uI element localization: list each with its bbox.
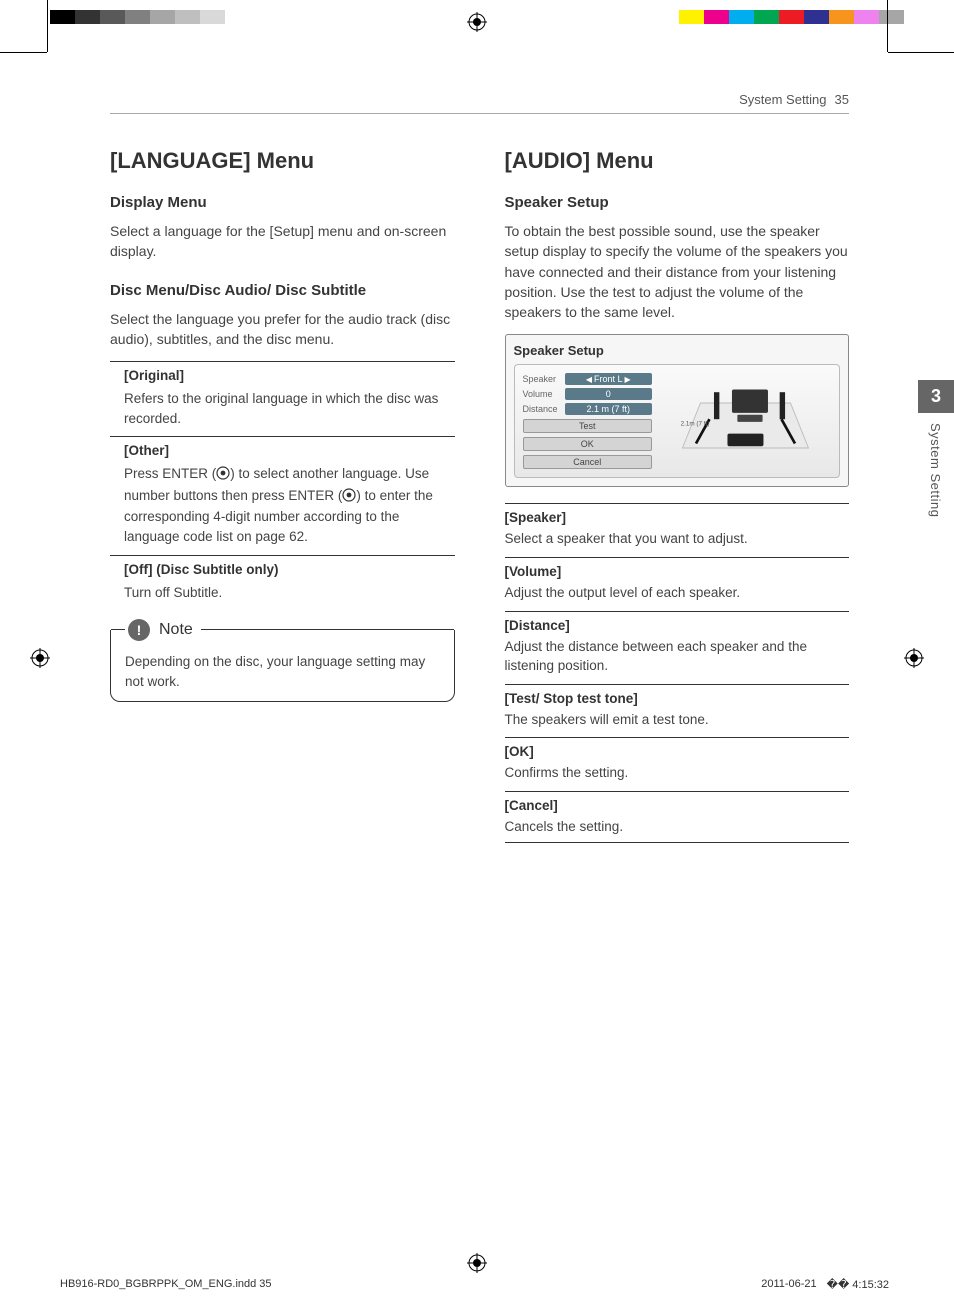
crop-mark xyxy=(0,52,47,53)
audio-option-distance: [Distance] Adjust the distance between e… xyxy=(505,611,850,676)
audio-option-volume: [Volume] Adjust the output level of each… xyxy=(505,557,850,603)
crop-mark xyxy=(47,0,48,52)
option-title: [Speaker] xyxy=(505,510,850,525)
speaker-row-value: ◀Front L▶ xyxy=(565,373,653,385)
speaker-row-label: Speaker xyxy=(523,374,561,384)
colorbar-left xyxy=(50,10,250,30)
volume-row-label: Volume xyxy=(523,389,561,399)
distance-row-label: Distance xyxy=(523,404,561,414)
option-original-title: [Original] xyxy=(124,368,455,383)
ok-button: OK xyxy=(523,437,653,451)
distance-row-value: 2.1 m (7 ft) xyxy=(565,403,653,415)
option-text: Adjust the distance between each speaker… xyxy=(505,637,850,676)
colorbar-right xyxy=(679,10,904,30)
page-content: System Setting 35 [LANGUAGE] Menu Displa… xyxy=(50,52,884,1255)
option-original-text: Refers to the original language in which… xyxy=(124,389,455,428)
divider xyxy=(505,842,850,843)
option-title: [OK] xyxy=(505,744,850,759)
left-column: [LANGUAGE] Menu Display Menu Select a la… xyxy=(110,148,455,843)
option-off-text: Turn off Subtitle. xyxy=(124,583,455,603)
option-title: [Distance] xyxy=(505,618,850,633)
registration-mark-icon xyxy=(467,12,487,32)
audio-option-test: [Test/ Stop test tone] The speakers will… xyxy=(505,684,850,730)
header-page: 35 xyxy=(835,92,849,107)
svg-text:2.1m (7 ft): 2.1m (7 ft) xyxy=(681,421,710,428)
option-off-title: [Off] (Disc Subtitle only) xyxy=(124,562,455,577)
option-title: [Test/ Stop test tone] xyxy=(505,691,850,706)
enter-icon xyxy=(216,466,230,486)
option-title: [Cancel] xyxy=(505,798,850,813)
speaker-setup-caption: Speaker Setup xyxy=(514,343,841,358)
option-other-text: Press ENTER () to select another languag… xyxy=(124,464,455,546)
audio-menu-title: [AUDIO] Menu xyxy=(505,148,850,174)
option-other-title: [Other] xyxy=(124,443,455,458)
chapter-label: System Setting xyxy=(918,413,943,517)
language-menu-title: [LANGUAGE] Menu xyxy=(110,148,455,174)
registration-mark-icon xyxy=(30,648,50,668)
note-icon: ! xyxy=(128,619,150,641)
cancel-button: Cancel xyxy=(523,455,653,469)
enter-icon xyxy=(342,488,356,508)
crop-mark xyxy=(887,0,888,52)
registration-mark-icon xyxy=(904,648,924,668)
audio-option-speaker: [Speaker] Select a speaker that you want… xyxy=(505,503,850,549)
option-text: Adjust the output level of each speaker. xyxy=(505,583,850,603)
right-column: [AUDIO] Menu Speaker Setup To obtain the… xyxy=(505,148,850,843)
divider xyxy=(110,361,455,362)
chapter-number: 3 xyxy=(918,380,954,413)
option-text: Confirms the setting. xyxy=(505,763,850,783)
test-button: Test xyxy=(523,419,653,433)
option-title: [Volume] xyxy=(505,564,850,579)
speaker-setup-title: Speaker Setup xyxy=(505,194,850,211)
divider xyxy=(110,436,455,437)
note-box: ! Note Depending on the disc, your langu… xyxy=(110,630,455,702)
footer-filename: HB916-RD0_BGBRPPK_OM_ENG.indd 35 xyxy=(60,1278,272,1291)
note-title: Note xyxy=(159,618,193,641)
display-menu-text: Select a language for the [Setup] menu a… xyxy=(110,221,455,262)
crop-mark xyxy=(888,52,954,53)
header-section: System Setting xyxy=(739,92,826,107)
speaker-room-diagram: 2.1m (7 ft) xyxy=(660,373,831,469)
footer-time: �� 4:15:32 xyxy=(827,1278,889,1291)
option-text: The speakers will emit a test tone. xyxy=(505,710,850,730)
registration-mark-icon xyxy=(467,1253,487,1273)
display-menu-title: Display Menu xyxy=(110,194,455,211)
disc-menu-text: Select the language you prefer for the a… xyxy=(110,309,455,350)
footer: HB916-RD0_BGBRPPK_OM_ENG.indd 35 2011-06… xyxy=(60,1278,889,1291)
divider xyxy=(110,555,455,556)
speaker-setup-screenshot: Speaker Setup Speaker ◀Front L▶ Volume 0 D… xyxy=(505,334,850,487)
option-text: Cancels the setting. xyxy=(505,817,850,837)
speaker-setup-text: To obtain the best possible sound, use t… xyxy=(505,221,850,322)
audio-option-cancel: [Cancel] Cancels the setting. xyxy=(505,791,850,837)
audio-option-ok: [OK] Confirms the setting. xyxy=(505,737,850,783)
side-tab: 3 System Setting xyxy=(918,380,954,610)
footer-date: 2011-06-21 xyxy=(761,1278,816,1291)
page-header: System Setting 35 xyxy=(110,92,849,114)
note-text: Depending on the disc, your language set… xyxy=(125,654,425,689)
volume-row-value: 0 xyxy=(565,388,653,400)
option-text: Select a speaker that you want to adjust… xyxy=(505,529,850,549)
speaker-setup-panel: Speaker ◀Front L▶ Volume 0 Distance 2.1 m (… xyxy=(523,373,653,469)
disc-menu-title: Disc Menu/Disc Audio/ Disc Subtitle xyxy=(110,282,455,299)
